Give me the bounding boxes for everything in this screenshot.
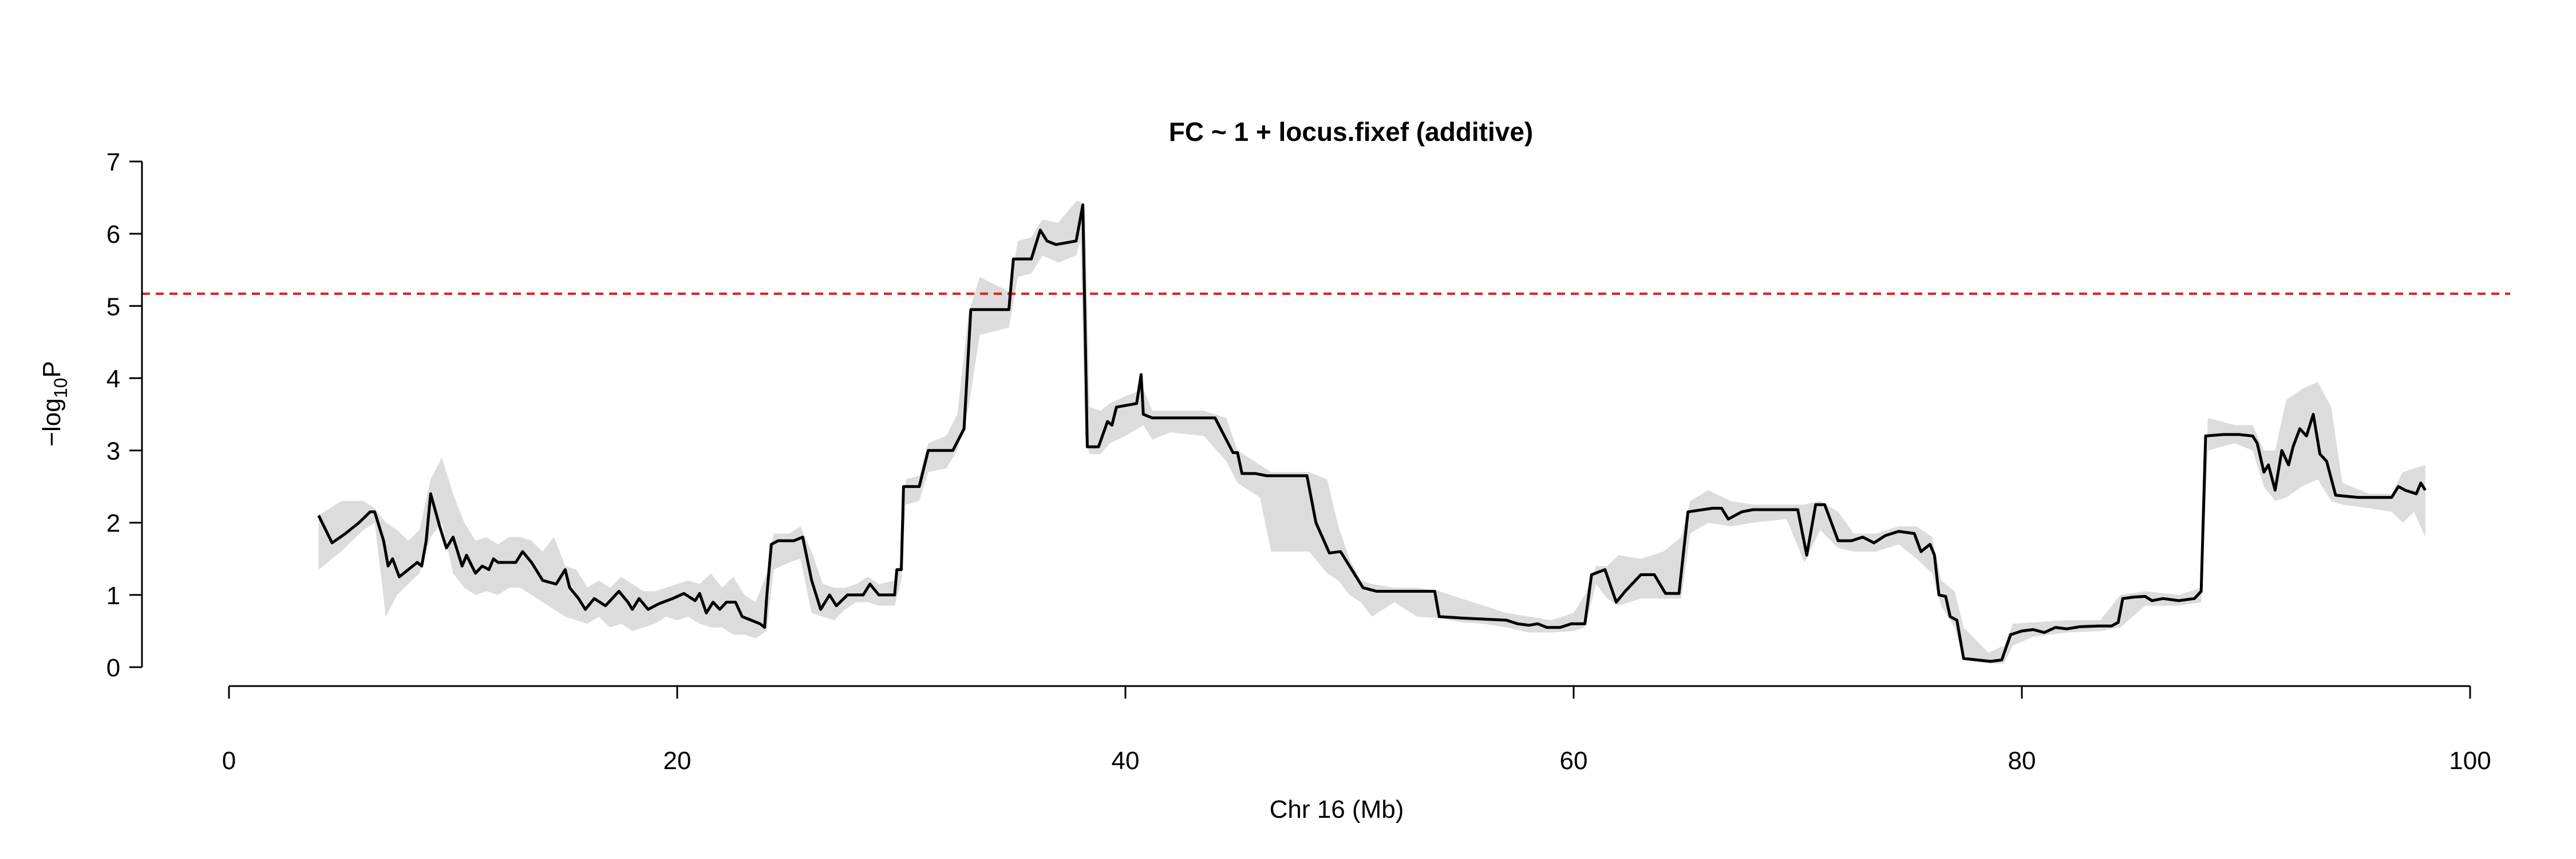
chart-title: FC ~ 1 + locus.fixef (additive) [1169,117,1534,147]
y-tick-label: 1 [106,582,120,610]
y-axis-title-subscript: 10 [50,378,71,399]
y-axis-title-prefix: −log [38,398,66,446]
y-tick-label: 2 [106,510,120,538]
y-axis-title-suffix: P [38,361,66,377]
y-tick-label: 7 [106,148,120,176]
confidence-band [318,201,2425,664]
x-tick-label: 100 [2449,747,2491,775]
y-tick-label: 3 [106,438,120,466]
x-tick-label: 60 [1560,747,1588,775]
y-axis-title: −log10P [38,361,71,446]
y-tick-label: 5 [106,293,120,321]
y-tick-label: 4 [106,365,120,393]
x-tick-label: 20 [663,747,692,775]
series-line [317,203,2427,663]
y-axis: 0 1 2 3 4 5 6 7 [106,148,143,682]
x-tick-label: 80 [2008,747,2036,775]
y-tick-label: 0 [106,654,120,682]
y-tick-label: 6 [106,220,120,249]
x-tick-label: 40 [1112,747,1140,775]
x-axis-title: Chr 16 (Mb) [1270,795,1404,823]
x-axis: 0 20 40 60 80 100 [222,685,2491,775]
x-tick-label: 0 [222,747,236,775]
plot-region [142,201,2510,664]
